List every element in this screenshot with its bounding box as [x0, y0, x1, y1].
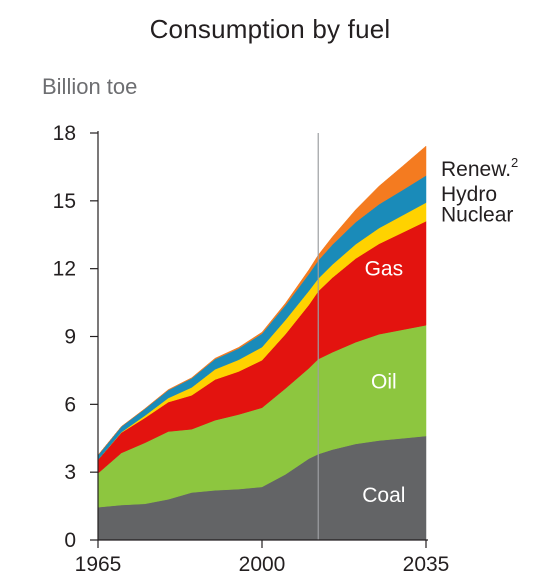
series-label-hydro: Hydro	[441, 183, 497, 206]
series-label-oil: Oil	[371, 371, 397, 394]
y-tick-label: 6	[64, 393, 76, 416]
y-tick-label: 18	[53, 122, 76, 145]
series-area-renew	[97, 145, 427, 456]
axes: 0 3 6 9 12 15 18 1965 2000 2035	[53, 122, 450, 576]
x-tick-label: 2000	[239, 553, 286, 576]
y-tick-label: 9	[64, 326, 76, 349]
x-tick-label: 2035	[403, 553, 450, 576]
y-tick-label: 3	[64, 461, 76, 484]
y-tick-label: 0	[64, 529, 76, 552]
series-label-superscript: 2	[511, 155, 518, 170]
y-axis-unit-label: Billion toe	[42, 74, 138, 99]
x-tick-label: 1965	[75, 553, 122, 576]
y-tick-label: 12	[53, 258, 76, 281]
series-label-coal: Coal	[362, 484, 405, 507]
y-tick-label: 15	[53, 190, 76, 213]
chart-title: Consumption by fuel	[149, 14, 391, 44]
series-label-gas: Gas	[365, 258, 404, 281]
series-label-renew: Renew.2	[441, 155, 518, 181]
series-label-nuclear: Nuclear	[441, 203, 513, 226]
series-areas	[97, 145, 427, 541]
